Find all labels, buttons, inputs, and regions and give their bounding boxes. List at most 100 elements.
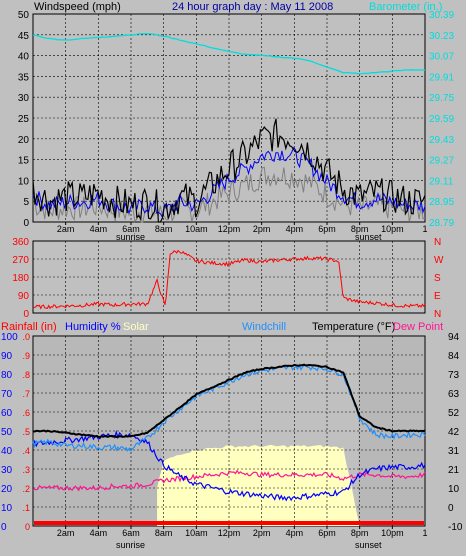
wind-left-tick: 40 [18, 52, 30, 63]
direction-left-axis: 360 270 180 90 0 [12, 237, 29, 320]
direction-gridlines [33, 241, 425, 313]
time-tick-label: 4pm [286, 224, 304, 234]
legend-humidity: Humidity % [65, 321, 121, 333]
direction-series-group [32, 249, 426, 310]
rainfall-tick: 0 [25, 522, 30, 532]
time-tick-label: 2pm [253, 224, 271, 234]
temperature-tick: 0 [448, 503, 454, 514]
wind-left-tick: 45 [18, 31, 30, 42]
rainfall-tick: .3 [22, 465, 30, 475]
rainfall-bar [34, 521, 424, 525]
time-tick-label: 12pm [218, 224, 241, 234]
time-tick-end: 1 [422, 528, 427, 538]
barometer-tick: 29.11 [429, 176, 454, 187]
temperature-tick: 42 [448, 427, 460, 438]
time-tick-label: 6am [122, 528, 140, 538]
temperature-tick: 31 [448, 446, 460, 457]
barometer-tick: 30.39 [429, 10, 454, 21]
humidity-tick: 70 [1, 389, 13, 400]
direction-tick: 0 [23, 309, 29, 320]
time-tick-label: 8pm [351, 528, 369, 538]
humidity-tick: 100 [1, 332, 18, 343]
compass-label: W [434, 255, 444, 266]
wind-time-axis: 2am 4am 6am 8am 10am 12pm 2pm 4pm 6pm 8pm 10pm 1 [57, 222, 428, 234]
legend-temperature: Temperature (°F) [312, 321, 395, 333]
barometer-tick: 28.95 [429, 197, 454, 208]
humidity-tick: 10 [1, 503, 13, 514]
time-tick-label: 2pm [253, 528, 271, 538]
barometer-tick: 29.43 [429, 135, 454, 146]
time-tick-label: 6pm [318, 528, 336, 538]
humidity-tick: 30 [1, 465, 13, 476]
direction-tick: 360 [12, 237, 29, 248]
rainfall-left-axis: .0 .9 .8 .7 .6 .5 .4 .3 .2 .1 0 [22, 332, 30, 532]
barometer-right-axis: 30.39 30.23 30.07 29.91 29.75 29.59 29.43 29.27… [429, 10, 454, 229]
humidity-line [32, 429, 426, 502]
compass-label: E [434, 291, 441, 302]
time-tick-label: 6am [122, 224, 140, 234]
temperature-tick: 63 [448, 389, 460, 400]
humidity-tick: 0 [1, 522, 7, 533]
direction-tick: 180 [12, 273, 29, 284]
temperature-tick: 94 [448, 332, 460, 343]
temperature-gridlines [33, 336, 425, 526]
time-tick-label: 4am [90, 528, 108, 538]
temperature-right-axis: 94 84 73 63 52 42 31 21 10 0 -10 [448, 332, 463, 533]
compass-label: N [434, 309, 441, 320]
rainfall-tick: .2 [22, 484, 30, 494]
wind-left-tick: 20 [18, 135, 30, 146]
time-tick-label: 2am [57, 528, 75, 538]
time-tick-label: 10pm [381, 528, 404, 538]
temp-sunrise-label: sunrise [116, 540, 145, 550]
humidity-tick: 90 [1, 351, 13, 362]
rainfall-tick: .8 [22, 370, 30, 380]
rainfall-tick: .6 [22, 408, 30, 418]
legend-solar: Solar [123, 321, 149, 333]
temperature-tick: -10 [448, 522, 463, 533]
rainfall-tick: .0 [22, 332, 30, 342]
humidity-tick: 20 [1, 484, 13, 495]
time-tick-end: 1 [422, 224, 427, 234]
barometer-tick: 29.59 [429, 114, 454, 125]
humidity-tick: 50 [1, 427, 13, 438]
barometer-line [32, 32, 426, 75]
time-tick-label: 4am [90, 224, 108, 234]
legend-dewpoint: Dew Point [393, 321, 443, 333]
humidity-tick: 80 [1, 370, 13, 381]
wind-left-tick: 50 [18, 10, 30, 21]
humidity-tick: 60 [1, 408, 13, 419]
barometer-tick: 30.23 [429, 31, 454, 42]
temperature-tick: 52 [448, 408, 460, 419]
temperature-time-axis: 2am 4am 6am 8am 10am 12pm 2pm 4pm 6pm 8pm 10pm 1 [57, 526, 428, 538]
time-tick-label: 6pm [318, 224, 336, 234]
wind-average-line [32, 146, 426, 219]
wind-left-tick: 35 [18, 72, 30, 83]
compass-label: N [434, 237, 441, 248]
solar-radiation-area [157, 444, 361, 526]
rainfall-tick: .9 [22, 351, 30, 361]
barometer-axis-label: Barometer (in.) [369, 1, 442, 13]
wind-left-tick: 5 [23, 197, 29, 208]
barometer-tick: 28.79 [429, 218, 454, 229]
barometer-tick: 29.91 [429, 72, 454, 83]
time-tick-label: 10pm [381, 224, 404, 234]
wind-left-tick: 10 [18, 176, 30, 187]
chart-title: 24 hour graph day : May 11 2008 [172, 1, 333, 13]
time-tick-label: 8pm [351, 224, 369, 234]
temperature-series-group [32, 362, 426, 525]
barometer-tick: 29.75 [429, 93, 454, 104]
time-tick-label: 10am [185, 224, 208, 234]
wind-left-tick: 15 [18, 156, 30, 167]
rainfall-tick: .7 [22, 389, 30, 399]
rainfall-tick: .4 [22, 446, 30, 456]
time-tick-label: 8am [155, 528, 173, 538]
time-tick-label: 8am [155, 224, 173, 234]
wind-direction-line [32, 249, 426, 310]
humidity-tick: 40 [1, 446, 13, 457]
legend-windchill: Windchill [242, 321, 286, 333]
time-tick-label: 2am [57, 224, 75, 234]
